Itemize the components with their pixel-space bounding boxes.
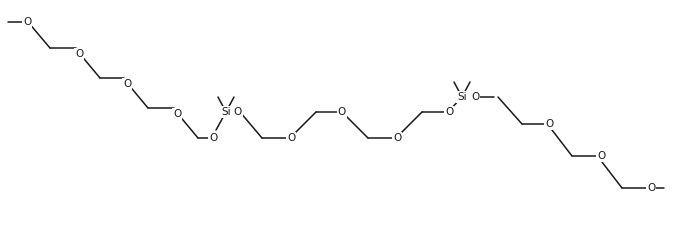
Text: O: O: [234, 107, 242, 117]
Text: O: O: [393, 133, 401, 143]
Text: O: O: [545, 119, 553, 129]
Text: O: O: [445, 107, 453, 117]
Text: O: O: [338, 107, 346, 117]
Text: O: O: [287, 133, 295, 143]
Text: O: O: [23, 17, 31, 27]
Text: Si: Si: [457, 92, 467, 102]
Text: O: O: [471, 92, 479, 102]
Text: Si: Si: [221, 107, 231, 117]
Text: O: O: [597, 151, 605, 161]
Text: O: O: [209, 133, 217, 143]
Text: O: O: [75, 49, 83, 59]
Text: O: O: [647, 183, 655, 193]
Text: O: O: [123, 79, 131, 89]
Text: O: O: [173, 109, 181, 119]
